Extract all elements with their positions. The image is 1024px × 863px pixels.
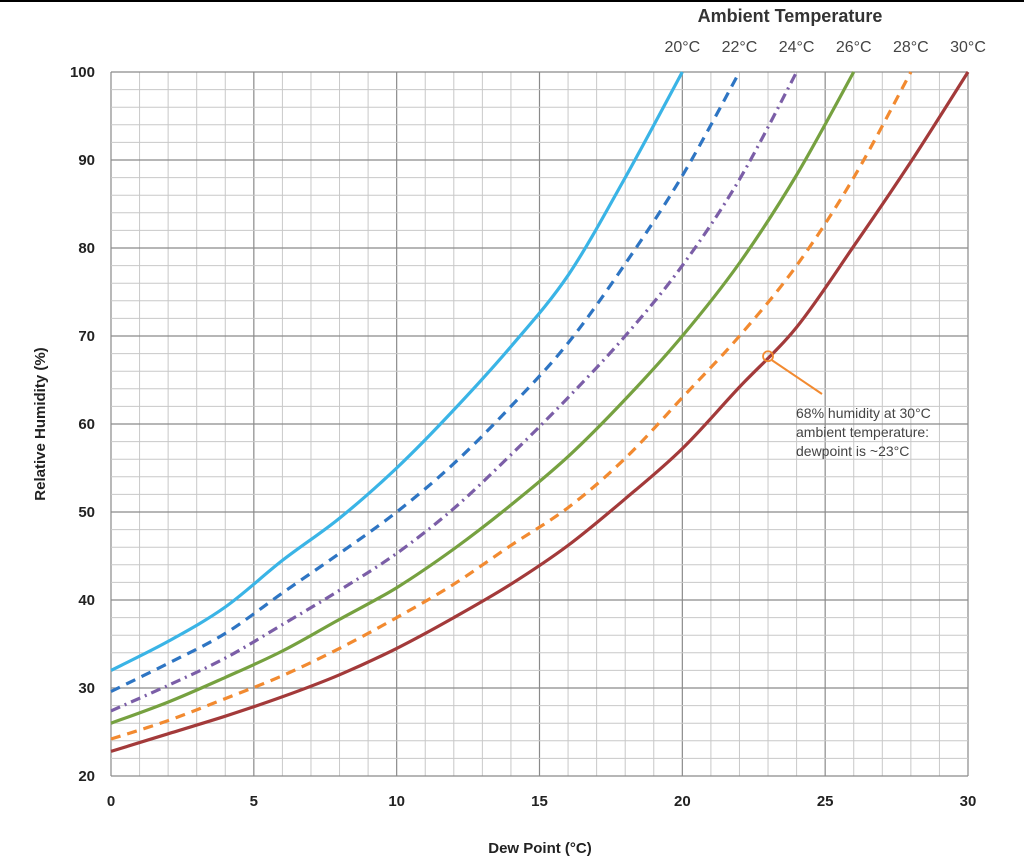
series-line-24c bbox=[110, 71, 799, 713]
series-line-20c bbox=[110, 71, 684, 672]
y-tick-label: 90 bbox=[78, 152, 95, 169]
legend-label-26c: 26°C bbox=[836, 39, 872, 56]
ticks: 20 30 40 50 60 70 80 90 100 0 5 10 15 20 25 30 bbox=[70, 64, 976, 810]
x-tick-label: 10 bbox=[388, 793, 405, 810]
x-axis-title: Dew Point (°C) bbox=[488, 840, 592, 857]
series-line-28c bbox=[110, 71, 913, 741]
x-tick-label: 0 bbox=[107, 793, 115, 810]
legend-label-20c: 20°C bbox=[664, 39, 700, 56]
annotation: 68% humidity at 30°C ambient temperature… bbox=[762, 350, 931, 459]
y-tick-label: 70 bbox=[78, 328, 95, 345]
annotation-line-2: ambient temperature: bbox=[796, 424, 929, 440]
y-tick-label: 30 bbox=[78, 680, 95, 697]
legend-label-28c: 28°C bbox=[893, 39, 929, 56]
y-tick-label: 60 bbox=[78, 416, 95, 433]
legend: 20°C 22°C 24°C 26°C 28°C 30°C bbox=[664, 39, 985, 56]
series-layer bbox=[110, 71, 970, 753]
series-line-22c bbox=[110, 71, 741, 693]
top-border bbox=[0, 0, 1024, 2]
legend-label-24c: 24°C bbox=[779, 39, 815, 56]
y-tick-label: 100 bbox=[70, 64, 95, 81]
y-tick-label: 40 bbox=[78, 592, 95, 609]
series-line-26c bbox=[110, 71, 856, 725]
x-tick-label: 15 bbox=[531, 793, 548, 810]
y-tick-label: 80 bbox=[78, 240, 95, 257]
y-tick-label: 50 bbox=[78, 504, 95, 521]
legend-label-22c: 22°C bbox=[722, 39, 758, 56]
annotation-line-3: dewpoint is ~23°C bbox=[796, 443, 909, 459]
series-line-30c bbox=[110, 71, 970, 753]
x-tick-label: 30 bbox=[960, 793, 977, 810]
legend-label-30c: 30°C bbox=[950, 39, 986, 56]
legend-title: Ambient Temperature bbox=[698, 6, 883, 26]
annotation-marker bbox=[762, 350, 774, 363]
annotation-leader bbox=[771, 359, 823, 395]
x-tick-label: 20 bbox=[674, 793, 691, 810]
x-tick-label: 5 bbox=[250, 793, 258, 810]
y-tick-label: 20 bbox=[78, 768, 95, 785]
x-tick-label: 25 bbox=[817, 793, 834, 810]
annotation-line-1: 68% humidity at 30°C bbox=[796, 405, 931, 421]
y-axis-title: Relative Humidity (%) bbox=[32, 347, 49, 500]
